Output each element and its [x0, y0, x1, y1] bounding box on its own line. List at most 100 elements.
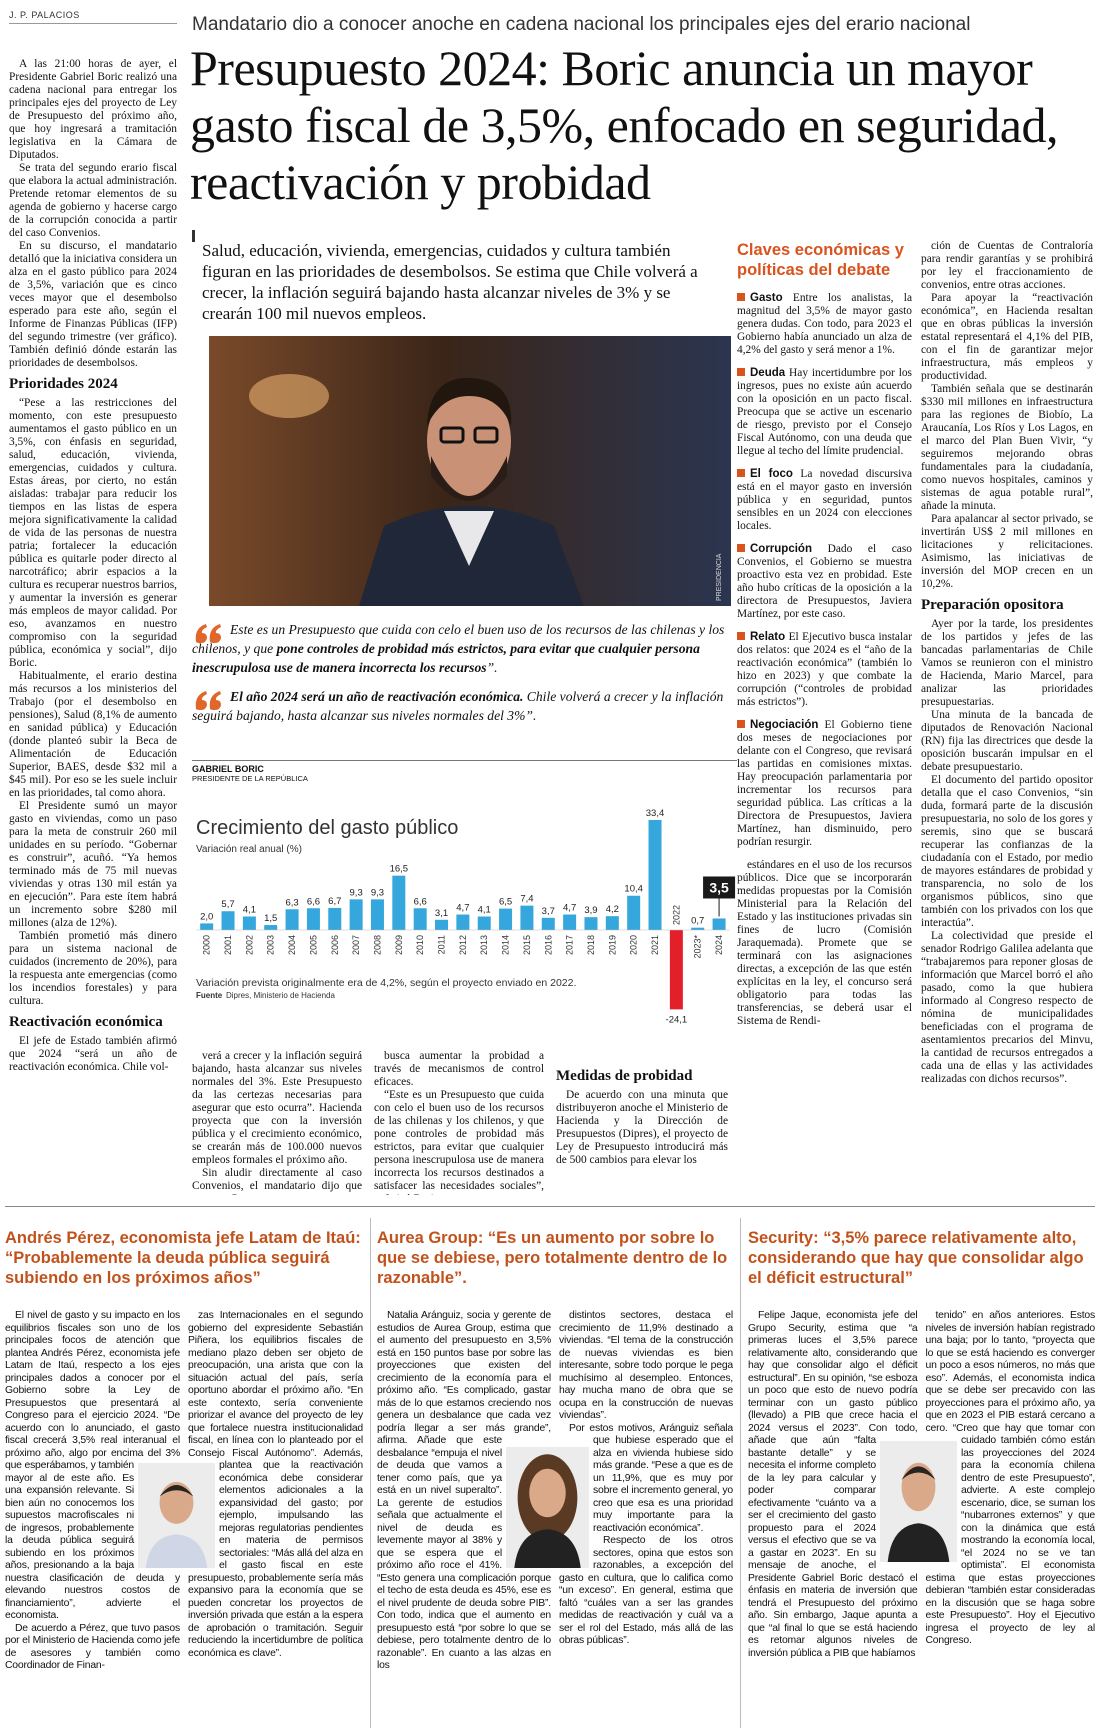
chart-subtitle: Variación real anual (%): [196, 844, 302, 855]
bar: [520, 905, 534, 930]
x-tick-label: 2018: [586, 935, 596, 955]
paragraph: El documento del partido opositor detall…: [921, 774, 1093, 929]
bullet-square: [737, 544, 745, 552]
x-tick-label: 2021: [650, 935, 660, 955]
headline: Presupuesto 2024: Boric anuncia un mayor…: [190, 40, 1058, 210]
value-label: 3,7: [542, 906, 555, 917]
interview-column: tenido” en años anteriores. Estos nivele…: [926, 1310, 1096, 1730]
bar: [499, 908, 513, 930]
bar: [221, 911, 235, 930]
face: [159, 1481, 194, 1524]
x-tick-label: 2006: [330, 935, 340, 955]
hair: [901, 1466, 936, 1480]
bar: [328, 907, 342, 930]
paragraph: Para apoyar la “reactivación económica”,…: [921, 292, 1093, 382]
x-tick-label: 2013: [479, 935, 489, 955]
x-tick-label: 2023*: [693, 935, 703, 959]
bar: [413, 908, 427, 930]
value-label: 5,7: [221, 899, 234, 910]
bar: [541, 917, 555, 930]
clave-lead: Relato: [750, 631, 786, 643]
bullet-square: [737, 293, 745, 301]
value-label: 6,6: [414, 896, 427, 907]
value-label: 3,1: [435, 908, 448, 919]
paragraph: “Pese a las restricciones del momento, c…: [9, 397, 177, 669]
value-label: 4,1: [478, 904, 491, 915]
clave-item: El foco La novedad discursiva está en el…: [737, 468, 912, 533]
clave-lead: Deuda: [750, 367, 786, 379]
photo-credit: PRESIDENCIA: [716, 553, 723, 601]
x-tick-label: 2008: [372, 935, 382, 955]
bar: [477, 916, 491, 930]
subheading: Reactivación económica: [9, 1014, 163, 1030]
bar: [242, 916, 256, 930]
paragraph: distintos sectores, destaca el crecimien…: [559, 1310, 733, 1421]
x-tick-label: 2005: [308, 935, 318, 955]
bar: [200, 923, 214, 930]
paragraph: De acuerdo a Pérez, que tuvo pasos por e…: [5, 1622, 180, 1672]
paragraph: tenido” en años anteriores. Estos nivele…: [925, 1310, 1096, 1646]
bar: [349, 899, 363, 930]
quote-mark: [195, 624, 221, 643]
paragraph: El Presidente sumó un mayor gasto en viv…: [9, 800, 177, 929]
clave-lead: Negociación: [750, 719, 819, 731]
x-tick-label: 2017: [565, 935, 575, 955]
x-tick-label: 2010: [415, 935, 425, 955]
quote-segment: El año 2024 será un año de reactivación …: [230, 689, 524, 704]
x-tick-label: 2015: [522, 935, 532, 955]
bar: [456, 914, 470, 930]
subheading: Prioridades 2024: [9, 376, 118, 392]
x-tick-label: 2019: [607, 935, 617, 955]
torso: [887, 1523, 950, 1562]
lamp-glow: [249, 374, 329, 418]
value-label-box: [703, 876, 736, 899]
x-tick-label: 2020: [629, 935, 639, 955]
x-tick-label: 2014: [501, 935, 511, 955]
text-column: verá a crecer y la inflación seguirá baj…: [192, 1050, 362, 1195]
paragraph: A las 21:00 horas de ayer, el Presidente…: [9, 58, 177, 161]
paragraph: El nivel de gasto y su impacto en los eq…: [5, 1310, 180, 1621]
paragraph: estándares en el uso de los recursos púb…: [737, 859, 912, 1027]
bar: [691, 927, 705, 930]
paragraph: Natalia Aránguiz, socia y gerente de est…: [377, 1310, 551, 1671]
quote-mark-shape: [195, 624, 221, 643]
clave-lead: El foco: [750, 468, 793, 480]
x-tick-label: 2011: [437, 935, 447, 954]
bullet-square: [737, 469, 745, 477]
paragraph: De acuerdo con una minuta que distribuye…: [556, 1089, 728, 1166]
bar: [435, 919, 449, 930]
glasses: [473, 426, 499, 444]
chart: Crecimiento del gasto público Variación r…: [196, 808, 736, 1025]
value-label: 16,5: [390, 864, 409, 875]
clave-item: Corrupción Dado el caso Convenios, el Go…: [737, 543, 912, 621]
clave-item: Deuda Hay incertidumbre por los ingresos…: [737, 367, 912, 458]
quote-mark: [195, 691, 221, 710]
clave-text: Dado el caso Convenios, el Gobierno se m…: [737, 543, 912, 620]
hair: [427, 377, 512, 426]
x-tick-label: 2009: [394, 935, 404, 955]
clave-text: Hay incertidumbre por los ingresos, pues…: [737, 367, 912, 457]
author-name: GABRIEL BORIC: [192, 764, 264, 774]
paragraph: Una minuta de la bancada de diputados de…: [921, 709, 1093, 773]
quote-segment: Este es un Presupuesto que cuida con cel…: [192, 622, 725, 656]
value-label: 9,3: [371, 887, 384, 898]
paragraph: Habitualmente, el erario destina más rec…: [9, 670, 177, 799]
interview-column: El nivel de gasto y su impacto en los eq…: [5, 1310, 180, 1730]
value-label: 10,4: [624, 884, 643, 895]
column-rule: [370, 1218, 371, 1728]
bar: [605, 916, 619, 930]
clave-text: El Gobierno tiene dos meses de negociaci…: [737, 719, 912, 848]
claves-column: Claves económicas y políticas del debate…: [737, 240, 912, 1195]
source-label: Fuente: [196, 991, 223, 1000]
bar: [392, 875, 406, 930]
bar: [584, 917, 598, 930]
paragraph: verá a crecer y la inflación seguirá baj…: [192, 1050, 362, 1166]
clave-text: La novedad discursiva está en el mayor g…: [737, 468, 912, 532]
paragraph: busca aumentar la probidad a través de m…: [374, 1050, 544, 1088]
quote-segment: pone controles de probidad más estrictos…: [192, 641, 700, 675]
paragraph: Se trata del segundo erario fiscal que e…: [9, 162, 177, 239]
subheading: Medidas de probidad: [556, 1068, 693, 1084]
clave-lead: Gasto: [750, 292, 783, 304]
value-label: 6,5: [499, 897, 512, 908]
value-label: 6,6: [307, 896, 320, 907]
